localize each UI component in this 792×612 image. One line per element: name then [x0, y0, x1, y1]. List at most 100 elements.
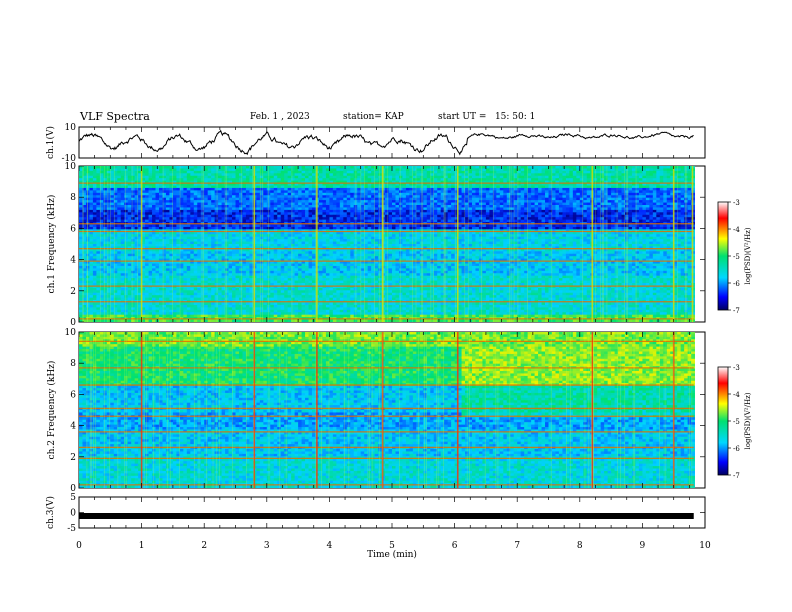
- spectro-cell: [134, 195, 139, 199]
- spectro-cell: [687, 170, 692, 174]
- spectro-cell: [169, 180, 174, 184]
- spectro-cell: [398, 192, 403, 196]
- spectro-cell: [572, 209, 577, 213]
- spectro-cell: [172, 187, 177, 191]
- spectro-cell: [513, 175, 518, 179]
- spectro-cell: [106, 183, 111, 186]
- spectro-cell: [468, 219, 473, 223]
- spectro-cell: [360, 217, 365, 221]
- spectro-cell: [569, 197, 574, 201]
- spectro-cell: [367, 205, 372, 208]
- spectro-cell: [318, 229, 323, 233]
- spectro-cell: [214, 185, 219, 189]
- spectro-cell: [200, 209, 205, 213]
- spectro-cell: [534, 226, 539, 230]
- spectro-cell: [684, 214, 689, 218]
- spectro-cell: [451, 168, 455, 172]
- spectro-cell: [583, 166, 588, 169]
- spectro-cell: [350, 173, 355, 177]
- spectro-cell: [513, 183, 518, 186]
- spectro-cell: [621, 190, 626, 194]
- spectro-cell: [103, 219, 108, 223]
- spectro-cell: [600, 229, 605, 233]
- spectro-cell: [684, 217, 689, 221]
- spectro-cell: [263, 190, 268, 194]
- spectro-cell: [242, 192, 247, 196]
- spectro-cell: [273, 207, 278, 211]
- spectro-cell: [440, 183, 445, 186]
- spectro-cell: [298, 212, 302, 216]
- spectro-cell: [440, 170, 445, 174]
- spectro-cell: [371, 178, 376, 182]
- spectro-cell: [684, 200, 689, 203]
- spectro-cell: [534, 212, 539, 216]
- spectro-cell: [524, 226, 529, 230]
- spectro-cell: [92, 178, 97, 182]
- spectro-cell: [583, 175, 588, 179]
- spectro-cell: [353, 209, 358, 213]
- spectro-cell: [169, 175, 174, 179]
- spectro-cell: [419, 187, 424, 191]
- spectro-cell: [287, 185, 292, 189]
- spectro-cell: [677, 190, 682, 194]
- spectro-cell: [548, 226, 553, 230]
- spectro-cell: [565, 170, 570, 174]
- spectro-cell: [371, 231, 376, 235]
- spectro-cell: [412, 175, 417, 179]
- spectro-cell: [659, 175, 664, 179]
- spectro-cell: [325, 185, 330, 189]
- spectro-cell: [604, 173, 609, 177]
- spectro-cell: [604, 195, 609, 199]
- spectro-cell: [642, 175, 647, 179]
- spectro-cell: [600, 185, 605, 189]
- spectro-cell: [642, 212, 647, 216]
- spectro-cell: [308, 209, 313, 213]
- spectro-cell: [666, 195, 671, 199]
- spectro-cell: [134, 173, 139, 177]
- spectro-cell: [541, 168, 546, 172]
- spectro-cell: [238, 212, 243, 216]
- spectro-cell: [207, 178, 212, 182]
- spectro-cell: [357, 185, 362, 189]
- spectro-cell: [583, 185, 588, 189]
- spectro-cell: [162, 187, 167, 191]
- spectro-cell: [259, 205, 264, 208]
- spectro-cell: [179, 170, 184, 174]
- spectro-cell: [576, 180, 581, 184]
- spectro-cell: [124, 168, 129, 172]
- spectro-cell: [259, 214, 264, 218]
- spectro-cell: [677, 168, 682, 172]
- spectro-cell: [273, 173, 278, 177]
- spectro-cell: [489, 168, 494, 172]
- spectro-cell: [524, 187, 529, 191]
- spectro-cell: [402, 195, 407, 199]
- spectro-cell: [343, 219, 348, 223]
- spectro-cell: [465, 178, 469, 182]
- spectro-cell: [593, 209, 598, 213]
- spectro-cell: [378, 209, 382, 213]
- spectro-cell: [318, 202, 323, 206]
- spectro-cell: [687, 178, 692, 182]
- spectro-cell: [110, 202, 115, 206]
- spectro-cell: [124, 224, 129, 228]
- spectro-cell: [656, 195, 661, 199]
- spectro-cell: [492, 224, 497, 228]
- spectro-cell: [360, 170, 365, 174]
- spectro-cell: [138, 187, 142, 191]
- spectro-cell: [423, 168, 428, 172]
- spectro-cell: [179, 202, 184, 206]
- spectro-cell: [287, 175, 292, 179]
- spectro-cell: [301, 226, 306, 230]
- spectro-cell: [673, 209, 678, 213]
- spectro-cell: [138, 175, 142, 179]
- spectro-cell: [339, 178, 344, 182]
- spectro-cell: [176, 212, 181, 216]
- spectro-cell: [263, 202, 268, 206]
- spectro-cell: [176, 200, 181, 203]
- spectro-cell: [127, 190, 132, 194]
- spectro-cell: [127, 214, 132, 218]
- spectro-cell: [412, 178, 417, 182]
- spectro-cell: [280, 175, 285, 179]
- spectro-cell: [465, 166, 469, 169]
- spectro-cell: [145, 224, 149, 228]
